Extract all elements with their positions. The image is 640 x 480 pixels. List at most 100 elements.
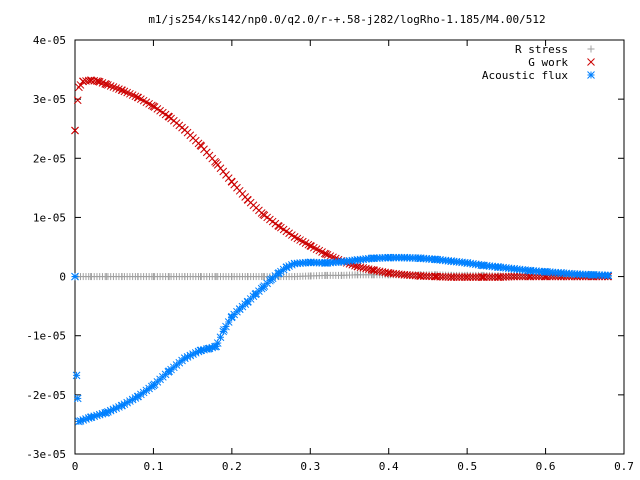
- data-point: [384, 269, 393, 277]
- data-point: [431, 272, 440, 281]
- data-point: [460, 273, 469, 282]
- x-tick-label: 0.3: [300, 460, 320, 473]
- y-tick-label: 0: [59, 271, 66, 284]
- data-point: [400, 270, 409, 279]
- legend-label: Acoustic flux: [482, 69, 568, 82]
- data-point: [480, 273, 488, 282]
- y-axis: -3e-05 -2e-05 -1e-05 0 1e-05 2e-05 3e-05 4e-05: [26, 34, 624, 461]
- data-point: [275, 222, 283, 231]
- data-point: [244, 273, 252, 281]
- data-point: [149, 273, 157, 281]
- data-point: [228, 273, 236, 281]
- data-point: [488, 273, 497, 282]
- data-point: [196, 273, 204, 281]
- data-point: [400, 253, 409, 262]
- data-point: [212, 342, 221, 351]
- legend-label: R stress: [515, 43, 568, 56]
- legend-label: G work: [528, 56, 568, 69]
- data-point: [494, 263, 503, 271]
- data-point: [449, 273, 458, 282]
- data-point: [102, 408, 111, 417]
- data-point: [118, 273, 126, 281]
- data-point: [87, 273, 95, 281]
- x-tick-label: 0.5: [457, 460, 477, 473]
- data-point: [181, 273, 189, 281]
- data-point: [337, 257, 346, 266]
- data-point: [494, 273, 503, 282]
- data-point: [491, 273, 499, 282]
- data-point: [471, 273, 480, 282]
- chart-title: m1/js254/ks142/np0.0/q2.0/r-+.58-j282/lo…: [148, 13, 545, 26]
- data-point: [235, 305, 244, 313]
- y-tick-label: 3e-05: [33, 93, 66, 106]
- y-tick-label: -3e-05: [26, 448, 66, 461]
- data-point: [73, 96, 82, 105]
- data-point: [106, 82, 115, 90]
- data-point: [282, 263, 291, 271]
- y-tick-label: 1e-05: [33, 211, 66, 224]
- data-point: [134, 273, 142, 281]
- data-point: [259, 210, 268, 219]
- data-point: [369, 271, 377, 279]
- data-point: [513, 272, 521, 281]
- data-point: [510, 265, 519, 273]
- data-point: [71, 272, 79, 281]
- x-tick-label: 0.6: [536, 460, 556, 473]
- data-point: [369, 254, 377, 263]
- data-point: [75, 83, 83, 92]
- data-point: [102, 80, 111, 89]
- data-point: [290, 259, 299, 268]
- data-point: [291, 273, 299, 281]
- data-point: [369, 266, 377, 274]
- data-point: [71, 126, 79, 135]
- data-point: [259, 283, 268, 292]
- data-point: [212, 159, 221, 167]
- plot-border: [74, 39, 625, 455]
- data-point: [118, 86, 126, 95]
- data-point: [463, 259, 471, 267]
- data-point: [78, 77, 87, 86]
- data-point: [431, 255, 440, 264]
- data-point: [104, 81, 112, 89]
- data-point: [447, 257, 456, 266]
- data-point: [267, 275, 275, 284]
- data-point: [112, 84, 121, 92]
- x-tick-label: 0.7: [614, 460, 634, 473]
- data-point: [322, 250, 330, 258]
- data-point: [455, 273, 464, 282]
- data-point: [243, 298, 252, 306]
- data-point: [353, 256, 362, 264]
- y-tick-label: 4e-05: [33, 34, 66, 47]
- data-point: [306, 241, 315, 250]
- data-point: [133, 93, 142, 102]
- legend-swatch: [587, 71, 595, 79]
- data-point: [416, 272, 424, 280]
- data-point: [259, 273, 267, 281]
- data-point: [510, 272, 519, 281]
- data-point: [251, 290, 260, 299]
- x-tick-label: 0.2: [222, 460, 242, 473]
- data-point: [243, 195, 252, 204]
- data-point: [133, 392, 142, 401]
- data-point: [102, 273, 110, 281]
- data-point: [165, 113, 173, 121]
- data-point: [196, 346, 205, 355]
- data-point: [86, 413, 95, 422]
- data-point: [478, 273, 487, 282]
- data-point: [165, 273, 173, 281]
- data-point: [98, 79, 107, 87]
- data-point: [469, 273, 477, 282]
- data-point: [588, 270, 597, 279]
- data-point: [507, 272, 516, 281]
- data-point: [485, 273, 494, 282]
- data-point: [275, 269, 283, 277]
- series-acoustic-flux: [71, 253, 613, 426]
- data-point: [306, 258, 315, 267]
- x-tick-label: 0.1: [143, 460, 163, 473]
- x-axis: 0 0.1 0.2 0.3 0.4 0.5 0.6 0.7: [72, 40, 634, 473]
- data-point: [228, 178, 236, 186]
- data-point: [93, 77, 101, 86]
- data-point: [149, 381, 158, 390]
